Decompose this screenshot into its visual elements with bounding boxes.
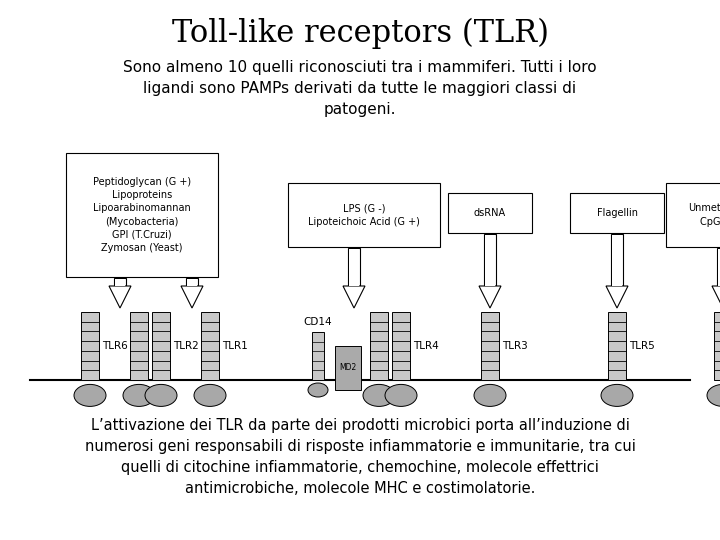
Polygon shape [606, 286, 628, 308]
Bar [114, 279, 125, 286]
Bar [718, 249, 720, 286]
FancyBboxPatch shape [666, 183, 720, 247]
Text: Flagellin: Flagellin [596, 208, 637, 218]
Text: MD2: MD2 [339, 363, 356, 373]
Text: TLR3: TLR3 [502, 341, 528, 351]
Polygon shape [712, 286, 720, 308]
Bar [392, 312, 410, 380]
Bar [611, 234, 623, 286]
Bar [484, 234, 496, 286]
Text: Unmethylated
CpG DNA: Unmethylated CpG DNA [688, 204, 720, 227]
Bar [186, 279, 197, 286]
Polygon shape [181, 286, 203, 308]
Bar [81, 312, 99, 380]
Text: Peptidoglycan (G +)
Lipoproteins
Lipoarabinomannan
(Mycobacteria)
GPI (T.Cruzi)
: Peptidoglycan (G +) Lipoproteins Lipoara… [93, 177, 191, 253]
FancyBboxPatch shape [570, 193, 664, 233]
Bar [312, 332, 324, 380]
Polygon shape [479, 286, 501, 308]
Bar [130, 312, 148, 380]
FancyBboxPatch shape [288, 183, 440, 247]
FancyBboxPatch shape [335, 346, 361, 390]
Bar [186, 278, 198, 286]
FancyBboxPatch shape [66, 153, 218, 277]
Polygon shape [109, 286, 131, 308]
Text: TLR2: TLR2 [173, 341, 199, 351]
Text: Sono almeno 10 quelli riconosciuti tra i mammiferi. Tutti i loro
ligandi sono PA: Sono almeno 10 quelli riconosciuti tra i… [123, 60, 597, 117]
Ellipse shape [707, 384, 720, 407]
Ellipse shape [385, 384, 417, 407]
Ellipse shape [601, 384, 633, 407]
Text: LPS (G -)
Lipoteichoic Acid (G +): LPS (G -) Lipoteichoic Acid (G +) [308, 204, 420, 227]
Ellipse shape [74, 384, 106, 407]
Bar [714, 312, 720, 380]
Text: TLR4: TLR4 [413, 341, 438, 351]
Ellipse shape [308, 383, 328, 397]
Ellipse shape [474, 384, 506, 407]
Ellipse shape [123, 384, 155, 407]
Text: TLR5: TLR5 [629, 341, 654, 351]
Ellipse shape [194, 384, 226, 407]
Bar [481, 312, 499, 380]
Text: TLR6: TLR6 [102, 341, 127, 351]
Bar [348, 249, 359, 286]
Text: Toll-like receptors (TLR): Toll-like receptors (TLR) [171, 18, 549, 49]
Bar [608, 312, 626, 380]
Bar [717, 248, 720, 286]
Ellipse shape [145, 384, 177, 407]
Text: TLR1: TLR1 [222, 341, 248, 351]
FancyBboxPatch shape [448, 193, 532, 233]
Bar [114, 278, 126, 286]
Bar [370, 312, 388, 380]
Bar [348, 248, 360, 286]
Polygon shape [343, 286, 365, 308]
Text: CD14: CD14 [304, 317, 333, 327]
Ellipse shape [363, 384, 395, 407]
Bar [152, 312, 170, 380]
Bar [201, 312, 219, 380]
Text: L’attivazione dei TLR da parte dei prodotti microbici porta all’induzione di
num: L’attivazione dei TLR da parte dei prodo… [84, 418, 636, 496]
Text: dsRNA: dsRNA [474, 208, 506, 218]
Bar [612, 235, 622, 286]
Bar [485, 235, 495, 286]
